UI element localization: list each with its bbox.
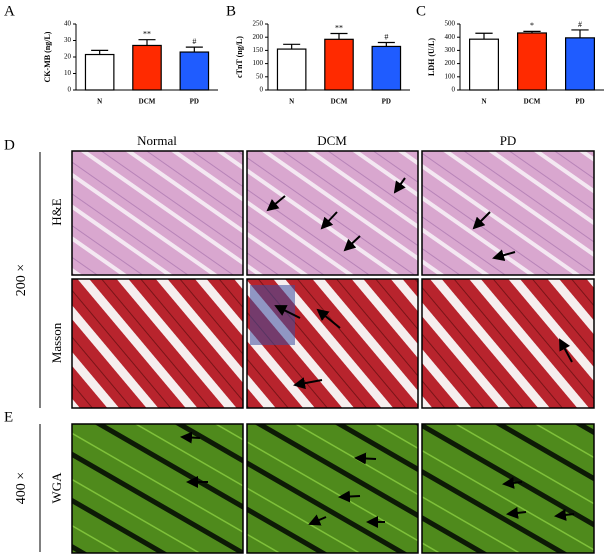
- x-tick-label: N: [481, 98, 486, 106]
- significance: #: [192, 37, 196, 46]
- bar: [179, 51, 210, 91]
- x-tick-label: DCM: [331, 98, 348, 106]
- bar: [469, 38, 500, 91]
- significance: **: [335, 23, 343, 32]
- x-tick-label: DCM: [524, 98, 541, 106]
- y-tick-label: 250: [253, 20, 264, 28]
- panel-letter: E: [4, 409, 13, 425]
- stain-label: H&E: [49, 198, 64, 226]
- bar: [324, 38, 354, 91]
- y-tick-label: 0: [68, 86, 72, 94]
- panel-letter: C: [416, 3, 426, 19]
- micrograph: [246, 423, 419, 554]
- y-axis-label: cTnT (ng/L): [235, 36, 244, 78]
- bar: [132, 44, 162, 91]
- y-tick-label: 50: [256, 72, 264, 80]
- x-tick-label: DCM: [139, 98, 156, 106]
- column-label: DCM: [317, 133, 347, 148]
- micrograph: [421, 423, 595, 554]
- micrograph: [246, 150, 419, 276]
- panel-letter: D: [4, 137, 15, 153]
- y-tick-label: 400: [445, 33, 456, 41]
- stain-label: WGA: [49, 472, 64, 504]
- y-tick-label: 0: [260, 86, 264, 94]
- micrograph: [71, 150, 244, 276]
- column-label: Normal: [137, 133, 177, 148]
- x-tick-label: PD: [575, 98, 584, 106]
- y-tick-label: 100: [445, 72, 456, 80]
- micrograph: [421, 278, 595, 409]
- y-tick-label: 100: [253, 59, 264, 67]
- significance: *: [530, 21, 534, 30]
- y-tick-label: 40: [64, 20, 72, 28]
- column-label: PD: [500, 133, 517, 148]
- panel-letter: A: [4, 3, 15, 19]
- histology: D E Normal DCM PD 200 × 400 × H&E Masson…: [4, 133, 595, 554]
- bar: [516, 32, 547, 91]
- y-tick-label: 200: [253, 33, 264, 41]
- micrograph: [421, 150, 595, 276]
- bar: [371, 45, 402, 91]
- x-tick-label: N: [97, 98, 102, 106]
- y-tick-label: 0: [452, 86, 456, 94]
- panel-letter: B: [226, 3, 236, 19]
- fibrosis: [250, 285, 295, 345]
- y-tick-label: 30: [64, 36, 72, 44]
- significance: **: [143, 30, 151, 39]
- arrows: [180, 177, 575, 528]
- y-tick-label: 20: [64, 53, 72, 61]
- x-tick-label: PD: [382, 98, 391, 106]
- micrograph: [71, 278, 244, 409]
- magnification: 200 ×: [14, 264, 29, 296]
- x-tick-label: N: [289, 98, 294, 106]
- y-tick-label: 300: [445, 46, 456, 54]
- significance: #: [578, 20, 582, 29]
- y-tick-label: 500: [445, 20, 456, 28]
- micrograph: [71, 423, 244, 554]
- bar: [276, 48, 307, 91]
- stain-label: Masson: [49, 322, 64, 363]
- y-axis-label: LDH (U/L): [427, 38, 436, 76]
- y-tick-label: 200: [445, 59, 456, 67]
- bar: [564, 37, 595, 91]
- x-tick-label: PD: [190, 98, 199, 106]
- bar: [84, 53, 115, 91]
- y-axis-label: CK-MB (ng/L): [43, 31, 52, 82]
- significance: #: [384, 32, 388, 41]
- y-tick-label: 150: [253, 46, 264, 54]
- y-tick-label: 10: [64, 69, 72, 77]
- magnification: 400 ×: [14, 472, 29, 504]
